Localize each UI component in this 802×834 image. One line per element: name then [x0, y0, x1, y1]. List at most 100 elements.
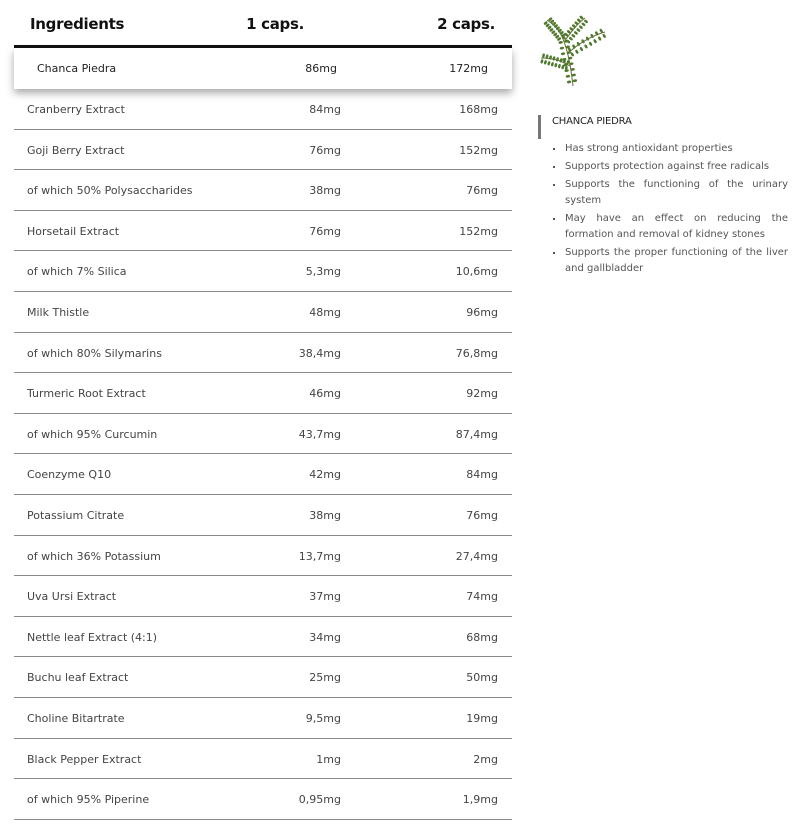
table-row: Potassium Citrate 38mg 76mg: [14, 495, 512, 536]
amount-1-caps: 76mg: [309, 143, 341, 157]
amount-1-caps: 46mg: [309, 387, 341, 401]
table-row: Horsetail Extract 76mg 152mg: [14, 211, 512, 252]
leaf-shape: [563, 63, 568, 67]
leaf-shape: [598, 36, 602, 41]
amount-1-caps: 42mg: [309, 468, 341, 482]
table-row: of which 80% Silymarins 38,4mg 76,8mg: [14, 333, 512, 374]
amount-1-caps: 0,95mg: [298, 793, 341, 807]
amount-2-caps: 1,9mg: [462, 793, 498, 807]
ingredient-name: Buchu leaf Extract: [27, 671, 129, 685]
benefit-item: May have an effect on reducing the forma…: [553, 211, 788, 243]
benefit-item: Has strong antioxidant properties: [553, 141, 788, 157]
leaf-shape: [572, 79, 578, 83]
amount-1-caps: 13,7mg: [298, 549, 341, 563]
leaf-shape: [550, 62, 554, 67]
table-row: Buchu leaf Extract 25mg 50mg: [14, 657, 512, 698]
table-row: Turmeric Root Extract 46mg 92mg: [14, 373, 512, 414]
leaf-shape: [553, 32, 558, 37]
leaf-shape: [549, 55, 552, 60]
table-row: of which 7% Silica 5,3mg 10,6mg: [14, 251, 512, 292]
leaf-shape: [561, 35, 566, 40]
leaf-shape: [544, 60, 547, 65]
table-row: Black Pepper Extract 1mg 2mg: [14, 739, 512, 780]
table-row: Cranberry Extract 84mg 168mg: [14, 89, 512, 130]
leaf-shape: [556, 26, 560, 31]
leaf-shape: [563, 59, 566, 64]
table-row: Uva Ursi Extract 37mg 74mg: [14, 576, 512, 617]
leaf-shape: [557, 64, 561, 69]
amount-1-caps: 86mg: [305, 62, 337, 75]
ingredient-name: Chanca Piedra: [37, 62, 117, 75]
ingredient-name: Turmeric Root Extract: [27, 387, 146, 401]
leaf-shape: [554, 63, 558, 68]
amount-2-caps: 2mg: [473, 752, 498, 766]
leaf-shape: [543, 21, 548, 25]
table-row: Nettle leaf Extract (4:1) 34mg 68mg: [14, 617, 512, 658]
amount-1-caps: 84mg: [309, 103, 341, 116]
leaf-shape: [557, 37, 561, 41]
amount-1-caps: 76mg: [309, 224, 341, 238]
leaf-shape: [574, 21, 579, 25]
leaf-shape: [572, 24, 576, 28]
amount-2-caps: 84mg: [466, 468, 498, 482]
leaf-shape: [566, 60, 570, 65]
table-row: Milk Thistle 48mg 96mg: [14, 292, 512, 333]
ingredient-name: Horsetail Extract: [27, 224, 120, 238]
table-row: of which 95% Curcumin 43,7mg 87,4mg: [14, 414, 512, 455]
table-row: Goji Berry Extract 76mg 152mg: [14, 130, 512, 171]
ingredient-name: of which 36% Potassium: [27, 549, 161, 563]
highlighted-row[interactable]: Chanca Piedra 86mg 172mg: [14, 48, 512, 89]
table-row: of which 50% Polysaccharides 38mg 76mg: [14, 170, 512, 211]
leaf-shape: [559, 46, 565, 50]
header-ingredients: Ingredients: [30, 15, 125, 33]
table-header: Ingredients 1 caps. 2 caps.: [14, 0, 512, 48]
amount-2-caps: 19mg: [466, 711, 498, 725]
leaf-shape: [547, 25, 552, 30]
leaf-shape: [577, 18, 581, 23]
ingredient-name: of which 7% Silica: [27, 265, 127, 279]
ingredient-name: Black Pepper Extract: [27, 752, 142, 766]
ingredient-name: of which 50% Polysaccharides: [27, 184, 193, 198]
leaf-shape: [593, 39, 597, 44]
amount-2-caps: 152mg: [459, 224, 498, 238]
amount-1-caps: 43,7mg: [298, 427, 341, 441]
leaf-shape: [571, 73, 576, 77]
amount-1-caps: 25mg: [309, 671, 341, 685]
amount-1-caps: 34mg: [309, 630, 341, 644]
leaf-shape: [551, 30, 556, 34]
amount-2-caps: 87,4mg: [455, 427, 498, 441]
ingredient-name: Goji Berry Extract: [27, 143, 125, 157]
amount-2-caps: 10,6mg: [455, 265, 498, 279]
amount-2-caps: 27,4mg: [455, 549, 498, 563]
amount-2-caps: 96mg: [466, 305, 498, 319]
leaf-shape: [550, 19, 555, 24]
leaf-shape: [595, 31, 599, 36]
info-title: CHANCA PIEDRA: [552, 116, 632, 127]
benefit-item: Supports the functioning of the urinary …: [553, 177, 788, 209]
leaf-shape: [576, 41, 580, 46]
ingredient-name: Nettle leaf Extract (4:1): [27, 630, 158, 644]
leaf-shape: [581, 39, 585, 44]
leaf-shape: [552, 56, 556, 61]
leaf-shape: [552, 22, 556, 26]
leaf-shape: [567, 56, 573, 60]
ingredient-name: of which 80% Silymarins: [27, 346, 162, 360]
table-row: of which 95% Piperine 0,95mg 1,9mg: [14, 779, 512, 820]
leaf-shape: [554, 24, 558, 28]
leaf-shape: [575, 49, 579, 54]
leaf-shape: [584, 19, 588, 24]
amount-2-caps: 76mg: [466, 184, 498, 198]
benefit-item: Supports protection against free radical…: [553, 159, 788, 175]
leaf-shape: [542, 53, 545, 58]
ingredient-name: of which 95% Curcumin: [27, 427, 158, 441]
leaf-shape: [555, 35, 560, 39]
ingredients-table: Ingredients 1 caps. 2 caps. Chanca Piedr…: [14, 0, 512, 820]
title-accent-bar: [538, 115, 541, 139]
table-row: Coenzyme Q10 42mg 84mg: [14, 454, 512, 495]
amount-2-caps: 172mg: [449, 62, 488, 75]
leaf-shape: [561, 64, 565, 70]
leaf-shape: [567, 30, 571, 34]
leaf-shape: [571, 34, 576, 38]
leaf-shape: [548, 17, 553, 21]
benefits-list: Has strong antioxidant properties Suppor…: [538, 141, 788, 279]
